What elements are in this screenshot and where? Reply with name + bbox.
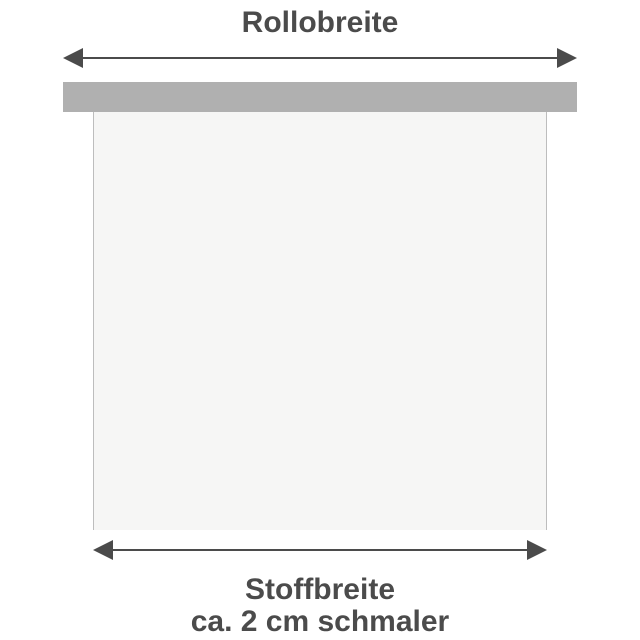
bottom-arrow-right-cap — [527, 540, 547, 560]
mounting-bar — [63, 82, 577, 112]
fabric-left-edge — [93, 112, 94, 530]
bottom-arrow-line — [113, 549, 527, 551]
top-arrow-left-cap — [63, 48, 83, 68]
bottom-label-line1: Stoffbreite — [0, 573, 640, 607]
top-arrow-line — [83, 57, 557, 59]
bottom-label-line2: ca. 2 cm schmaler — [0, 605, 640, 639]
fabric-panel — [93, 112, 547, 530]
diagram-canvas: Rollobreite Stoffbreite ca. 2 cm schmale… — [0, 0, 640, 640]
fabric-right-edge — [546, 112, 547, 530]
top-label: Rollobreite — [0, 6, 640, 40]
top-arrow-right-cap — [557, 48, 577, 68]
bottom-arrow-left-cap — [93, 540, 113, 560]
